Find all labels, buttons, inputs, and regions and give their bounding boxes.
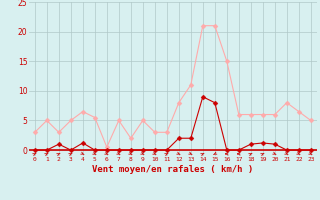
X-axis label: Vent moyen/en rafales ( km/h ): Vent moyen/en rafales ( km/h ) <box>92 165 253 174</box>
